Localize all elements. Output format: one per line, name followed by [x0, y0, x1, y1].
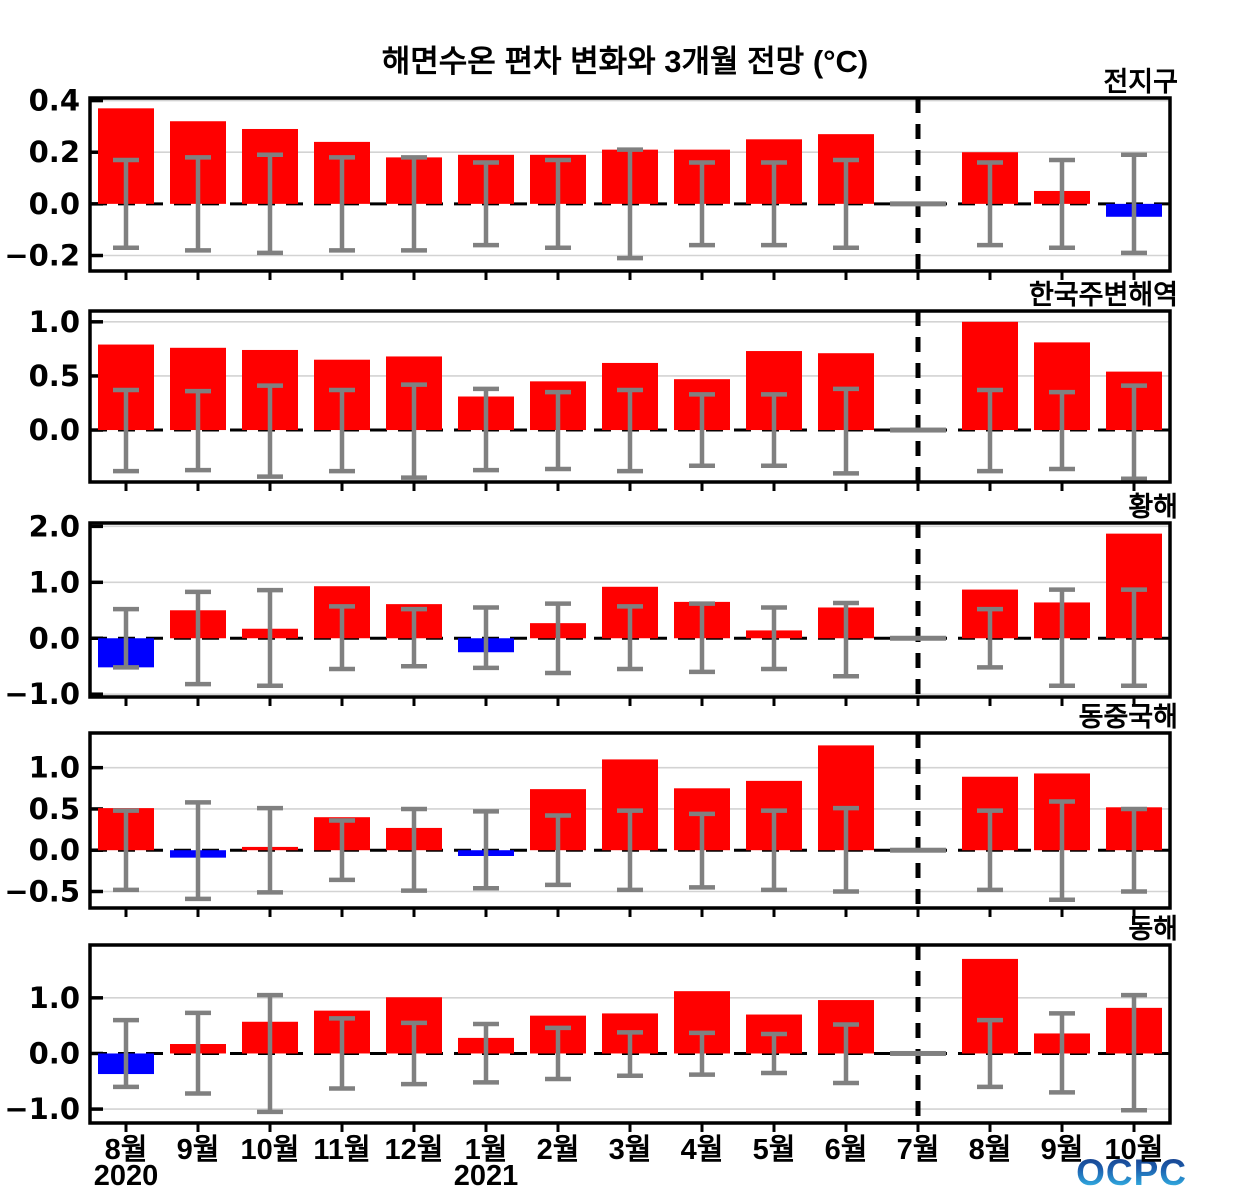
y-tick-label: 1.0 [29, 981, 80, 1015]
y-tick-label: 0.0 [29, 1036, 80, 1070]
x-month-label: 1월 [464, 1134, 508, 1166]
ocpc-logo: OCPC [1076, 1152, 1187, 1193]
zero-value-mark [890, 635, 946, 641]
x-month-label: 3월 [608, 1134, 652, 1166]
panel-title-global: 전지구 [1103, 67, 1178, 97]
zero-value-mark [890, 201, 946, 207]
y-tick-label: 0.0 [29, 187, 80, 221]
y-tick-label: 0.0 [29, 413, 80, 447]
x-month-label: 10월 [240, 1134, 300, 1166]
y-tick-label: 0.0 [29, 833, 80, 867]
x-month-label: 11월 [313, 1134, 371, 1166]
zero-value-mark [890, 427, 946, 433]
y-tick-label: 0.5 [29, 359, 80, 393]
x-month-label: 8월 [968, 1134, 1012, 1166]
panel-title-east-sea: 동해 [1128, 914, 1178, 944]
panel-title-korea-adjacent-seas: 한국주변해역 [1028, 280, 1178, 310]
panel-border [88, 309, 1172, 484]
panel-korea-adjacent-seas: 1.0 0.5 0.0 [29, 305, 1172, 491]
panel-east-china-sea: 1.0 0.5 0.0 −0.5 [4, 731, 1172, 917]
x-month-label: 9월 [176, 1134, 220, 1166]
panel-yellow-sea: 2.0 1.0 0.0 −1.0 [4, 509, 1172, 711]
x-year-label: 2020 [93, 1160, 159, 1192]
panel-border [88, 96, 1172, 273]
page-title: 해면수온 편차 변화와 3개월 전망 (°C) [381, 44, 869, 79]
y-tick-label: 1.0 [29, 305, 80, 339]
x-month-label: 8월 [104, 1134, 148, 1166]
panel-border [88, 521, 1172, 699]
y-tick-label: 0.4 [29, 84, 80, 118]
y-tick-label: 0.2 [29, 135, 80, 169]
panel-title-yellow-sea: 황해 [1128, 492, 1178, 522]
x-month-label: 7월 [896, 1134, 940, 1166]
y-tick-label: 1.0 [29, 751, 80, 785]
panel-border [88, 943, 1172, 1125]
y-tick-label: −1.0 [4, 677, 80, 711]
x-month-label: 4월 [680, 1134, 724, 1166]
x-month-label: 9월 [1040, 1134, 1084, 1166]
y-tick-label: −0.5 [4, 874, 80, 908]
x-month-label: 5월 [752, 1134, 796, 1166]
panel-title-east-china-sea: 동중국해 [1078, 702, 1178, 732]
x-month-label: 12월 [384, 1134, 444, 1166]
y-tick-label: 2.0 [29, 509, 80, 543]
x-month-label: 2월 [536, 1134, 580, 1166]
panel-east-sea: 1.0 0.0 −1.0 [4, 943, 1172, 1132]
y-tick-label: 0.0 [29, 621, 80, 655]
y-tick-label: 0.5 [29, 792, 80, 826]
x-month-label: 10월 [1104, 1134, 1164, 1166]
panel-global: 0.4 0.2 0.0 −0.2 [4, 84, 1172, 280]
panel-border [88, 731, 1172, 910]
x-month-label: 6월 [824, 1134, 868, 1166]
zero-value-mark [890, 847, 946, 853]
zero-value-mark [890, 1050, 946, 1056]
y-tick-label: −1.0 [4, 1092, 80, 1126]
y-tick-label: 1.0 [29, 565, 80, 599]
y-tick-label: −0.2 [4, 239, 80, 273]
x-year-label: 2021 [453, 1160, 519, 1192]
